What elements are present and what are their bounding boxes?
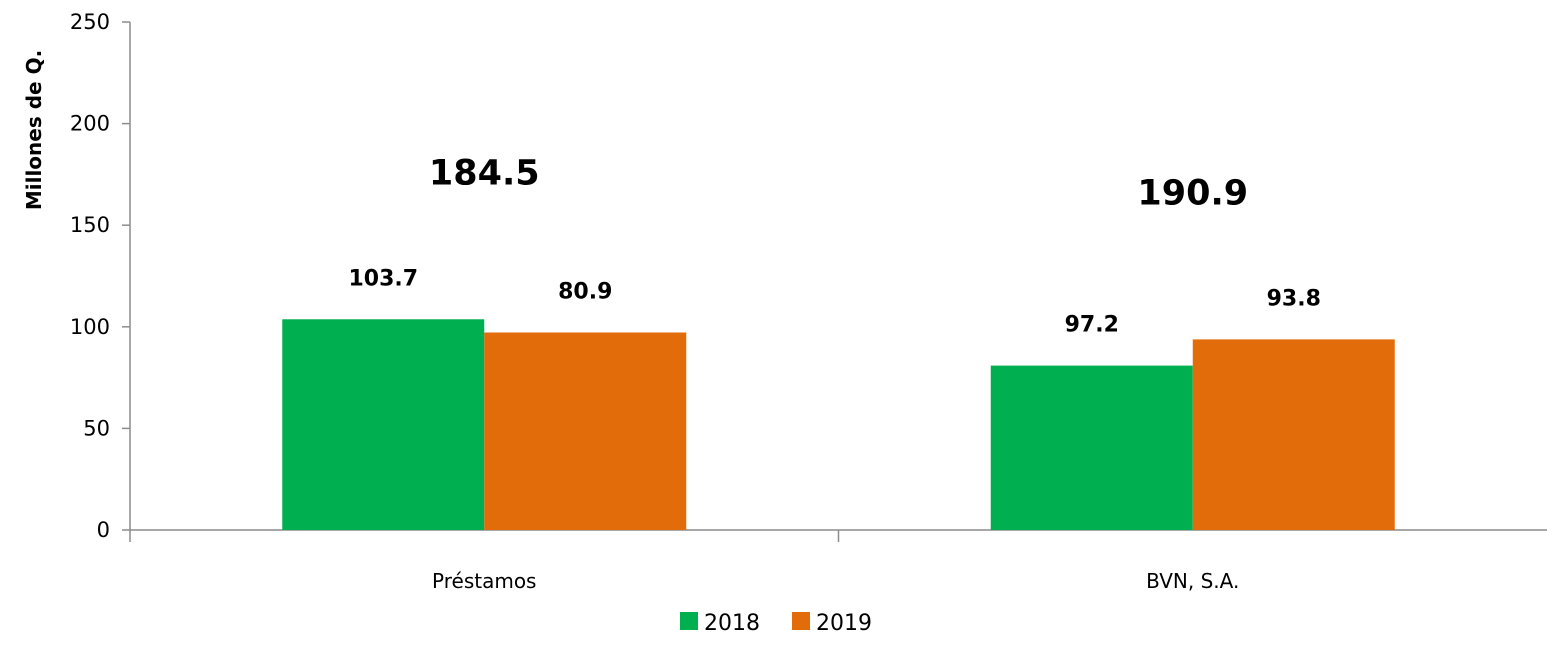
y-tick-label: 200 bbox=[70, 112, 110, 136]
data-label: 80.9 bbox=[558, 279, 612, 304]
legend-swatch-2019 bbox=[792, 612, 810, 630]
data-label: 97.2 bbox=[1065, 313, 1119, 338]
y-tick-label: 250 bbox=[70, 10, 110, 34]
bars bbox=[282, 319, 1395, 530]
data-label: 93.8 bbox=[1267, 286, 1321, 311]
bar-2018-0 bbox=[282, 319, 485, 530]
legend: 2018 2019 bbox=[680, 611, 872, 636]
legend-label: 2018 bbox=[704, 611, 760, 636]
legend-label: 2019 bbox=[816, 611, 872, 636]
y-axis-label: Millones de Q. bbox=[22, 50, 46, 210]
x-category-label: BVN, S.A. bbox=[1146, 569, 1239, 593]
total-label: 184.5 bbox=[429, 153, 540, 193]
y-tick-label: 0 bbox=[97, 518, 110, 542]
x-category-label: Préstamos bbox=[432, 569, 536, 593]
bar-2019-0 bbox=[484, 332, 687, 530]
y-tick-label: 150 bbox=[70, 213, 110, 237]
data-labels: 103.7 80.9 184.5 97.2 93.8 190.9 bbox=[348, 153, 1320, 337]
legend-swatch-2018 bbox=[680, 612, 698, 630]
y-tick-label: 50 bbox=[83, 416, 110, 440]
total-label: 190.9 bbox=[1137, 173, 1248, 213]
bar-2018-1 bbox=[990, 365, 1193, 530]
bar-2019-1 bbox=[1192, 339, 1395, 530]
y-tick-label: 100 bbox=[70, 315, 110, 339]
data-label: 103.7 bbox=[348, 266, 418, 291]
